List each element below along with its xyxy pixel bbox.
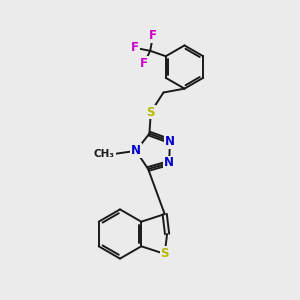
Text: F: F [140, 57, 148, 70]
Text: CH₃: CH₃ [94, 149, 115, 159]
Text: N: N [165, 135, 175, 148]
Text: F: F [130, 41, 139, 54]
Text: F: F [149, 29, 157, 42]
Text: S: S [160, 248, 169, 260]
Text: N: N [164, 157, 174, 169]
Text: S: S [147, 106, 155, 118]
Text: N: N [131, 144, 141, 158]
